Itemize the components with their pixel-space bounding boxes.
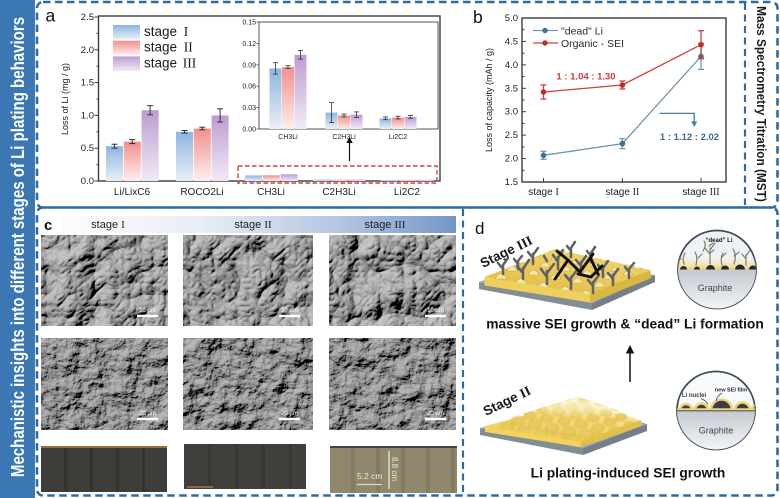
svg-text:0.12: 0.12 [242,41,256,48]
svg-text:3.0: 3.0 [505,107,518,118]
svg-text:8.8 cm: 8.8 cm [390,457,399,481]
svg-text:0.06: 0.06 [242,84,256,91]
svg-text:5.2 cm: 5.2 cm [357,471,383,481]
svg-text:1.5: 1.5 [505,177,518,188]
svg-text:ROCO2Li: ROCO2Li [180,187,223,198]
svg-text:0.0: 0.0 [81,176,94,187]
svg-text:Graphite: Graphite [699,426,734,436]
svg-text:20 µm: 20 µm [281,411,298,417]
svg-text:10 µm: 10 µm [139,308,156,314]
svg-text:3.5: 3.5 [505,83,518,94]
svg-text:4.5: 4.5 [505,36,518,47]
svg-text:10 µm: 10 µm [427,308,444,314]
svg-text:0.09: 0.09 [242,62,256,69]
svg-text:Organic - SEI: Organic - SEI [561,38,624,50]
svg-text:Li nuclei: Li nuclei [682,393,707,399]
svg-text:10 µm: 10 µm [281,308,298,314]
svg-text:Loss of capacity (mAh / g): Loss of capacity (mAh / g) [484,48,494,152]
svg-text:stage I: stage I [144,24,189,39]
svg-text:0.00: 0.00 [242,127,256,134]
svg-text:1.5: 1.5 [81,78,94,89]
svg-text:Li plating-induced SEI growth: Li plating-induced SEI growth [531,466,726,481]
svg-text:Graphite: Graphite [698,283,733,293]
svg-text:2.5: 2.5 [81,12,94,23]
svg-text:C2H3Li: C2H3Li [322,187,355,198]
svg-text:1.0: 1.0 [81,110,94,121]
svg-text:0.15: 0.15 [242,20,256,27]
svg-text:20 µm: 20 µm [139,411,156,417]
svg-text:a: a [46,6,56,26]
svg-text:Li/LixC6: Li/LixC6 [114,187,151,198]
svg-text:“dead” Li: “dead” Li [705,238,732,244]
svg-text:2.0: 2.0 [81,45,94,56]
svg-text:Li2C2: Li2C2 [394,187,421,198]
svg-text:0.5: 0.5 [81,143,94,154]
svg-text:stage II: stage II [605,187,639,198]
svg-text:"dead" Li: "dead" Li [561,26,603,38]
svg-text:CH3Li: CH3Li [257,187,285,198]
svg-text:1 : 1.12 : 2.02: 1 : 1.12 : 2.02 [660,132,719,143]
svg-text:C2H3Li: C2H3Li [332,134,356,141]
svg-text:stage III: stage III [682,187,719,198]
svg-text:0.03: 0.03 [242,105,256,112]
svg-text:4.0: 4.0 [505,60,518,71]
svg-text:b: b [473,7,483,27]
svg-text:stage III: stage III [144,55,197,70]
svg-text:CH3Li: CH3Li [278,134,298,141]
svg-text:d: d [475,219,484,238]
svg-text:5.0: 5.0 [505,13,518,24]
svg-text:2.0: 2.0 [505,154,518,165]
svg-text:2.5: 2.5 [505,130,518,141]
svg-text:Li2C2: Li2C2 [389,134,407,141]
svg-text:Loss of Li (mg / g): Loss of Li (mg / g) [60,63,70,135]
svg-text:massive SEI growth & “dead” Li: massive SEI growth & “dead” Li formation [486,317,764,332]
svg-text:20 µm: 20 µm [427,411,444,417]
svg-text:1 : 1.04 : 1.30: 1 : 1.04 : 1.30 [556,72,615,83]
svg-text:stage I: stage I [528,187,559,198]
svg-text:new SEI film: new SEI film [715,388,748,394]
